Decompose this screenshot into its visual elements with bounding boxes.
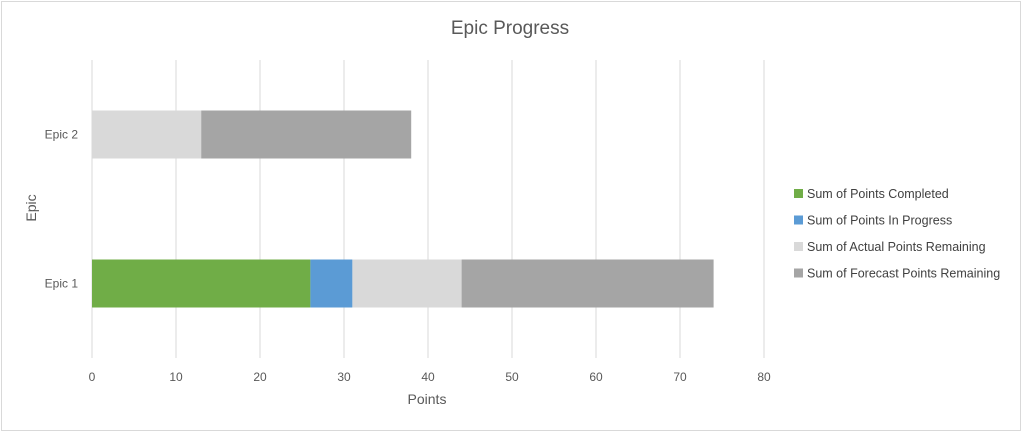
legend-swatch	[794, 268, 803, 278]
x-tick-label: 10	[169, 370, 183, 384]
x-tick-label: 60	[589, 370, 603, 384]
x-tick-label: 40	[421, 370, 435, 384]
x-tick-label: 30	[337, 370, 351, 384]
legend-label: Sum of Forecast Points Remaining	[807, 267, 1000, 281]
bar-segment	[310, 259, 353, 308]
y-tick-label: Epic 1	[45, 277, 79, 291]
legend-label: Sum of Actual Points Remaining	[807, 240, 986, 254]
bar-segment	[352, 259, 462, 308]
x-tick-label: 70	[673, 370, 687, 384]
legend-swatch	[794, 242, 803, 251]
bar-segment	[461, 259, 714, 308]
legend: Sum of Points Completed Sum of Points In …	[794, 187, 1000, 281]
chart-title: Epic Progress	[451, 18, 569, 39]
x-axis-title: Points	[408, 391, 447, 407]
legend-label: Sum of Points In Progress	[807, 214, 952, 228]
y-axis-title: Epic	[23, 194, 39, 221]
x-tick-label: 0	[89, 370, 96, 384]
x-tick-label: 50	[505, 370, 519, 384]
x-tick-label: 80	[757, 370, 771, 384]
bar-segment	[92, 110, 202, 159]
x-tick-labels: 0 10 20 30 40 50 60 70 80	[89, 370, 771, 384]
y-tick-labels: Epic 1 Epic 2	[45, 128, 79, 291]
bar-segment	[201, 110, 412, 159]
bar-segment	[92, 259, 311, 308]
x-tick-label: 20	[253, 370, 267, 384]
gridlines	[91, 60, 765, 358]
legend-label: Sum of Points Completed	[807, 187, 949, 201]
legend-swatch	[794, 189, 803, 198]
bars	[92, 110, 714, 308]
y-tick-label: Epic 2	[45, 128, 79, 142]
legend-swatch	[794, 215, 803, 225]
